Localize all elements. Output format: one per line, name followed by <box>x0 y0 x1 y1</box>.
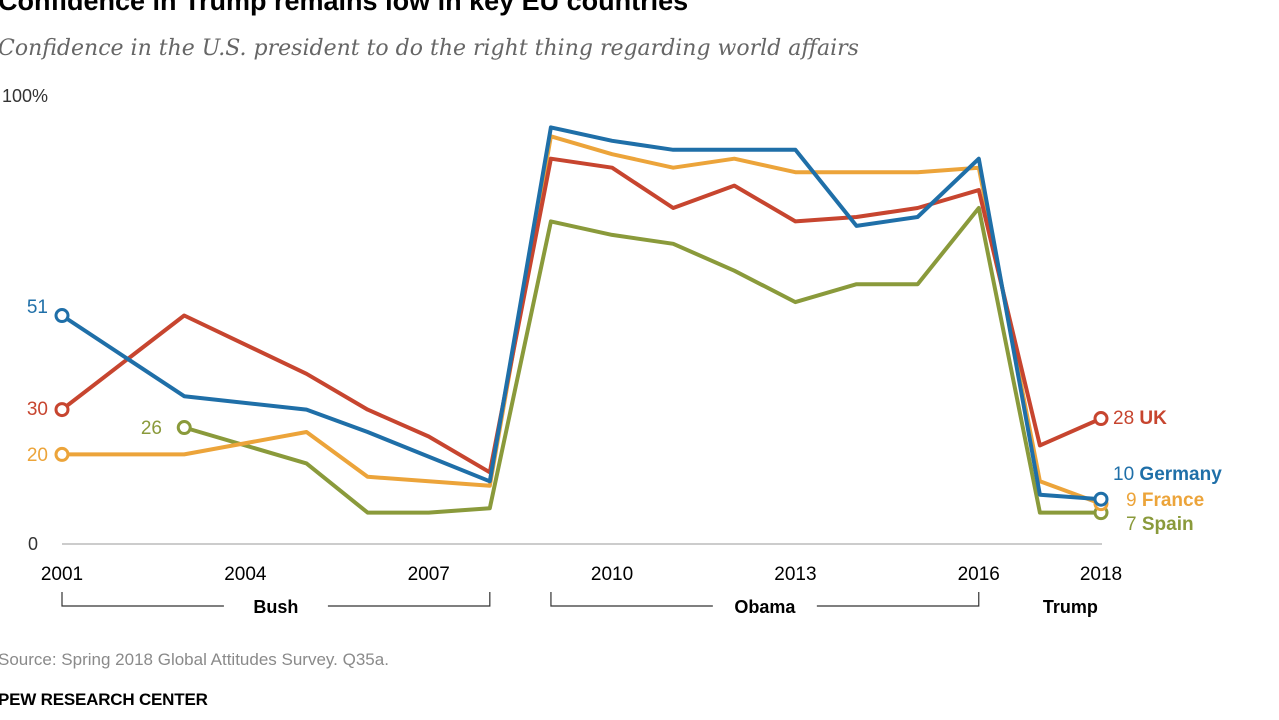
line-chart: 100% 0 2001 2004 2007 2010 2013 2016 2018 Bush O… <box>2 86 1222 617</box>
era-bracket-bush-left <box>61 592 224 607</box>
series-line-uk <box>60 156 1103 475</box>
point-spain-2003 <box>176 420 192 436</box>
series-line-germany <box>60 125 1103 502</box>
era-label-obama: Obama <box>734 597 796 617</box>
point-germany-2018 <box>1093 491 1109 507</box>
era-brackets: Bush Obama Trump <box>61 592 1098 617</box>
chart-title: Confidence in Trump remains low in key E… <box>0 0 689 16</box>
point-uk-2001 <box>54 402 70 418</box>
end-label-spain: 7 Spain <box>1126 514 1194 535</box>
point-uk-2018 <box>1093 411 1109 427</box>
y-tick-label-100: 100% <box>2 86 48 106</box>
organization-credit: PEW RESEARCH CENTER <box>0 690 208 709</box>
x-tick-label-2018: 2018 <box>1080 564 1122 585</box>
point-france-2001 <box>54 446 70 462</box>
era-bracket-bush-right <box>327 592 491 607</box>
series-line-france <box>60 134 1103 506</box>
start-label-germany: 51 <box>27 297 48 318</box>
series-labels: 51 30 20 26 28 UK 10 Germany 9 France 7 Spain <box>27 297 1222 535</box>
series-name-germany: Germany <box>1139 464 1222 485</box>
end-label-uk: 28 UK <box>1113 408 1167 429</box>
era-bracket-obama-right <box>816 592 980 607</box>
era-label-trump: Trump <box>1043 597 1098 617</box>
series-lines <box>54 125 1109 521</box>
x-tick-label-2016: 2016 <box>958 564 1000 585</box>
x-axis-ticks: 2001 2004 2007 2010 2013 2016 2018 <box>41 564 1122 585</box>
era-bracket-obama-left <box>550 592 713 607</box>
x-tick-label-2004: 2004 <box>224 564 267 585</box>
series-name-france: France <box>1142 490 1204 511</box>
era-label-bush: Bush <box>253 597 298 617</box>
x-tick-label-2001: 2001 <box>41 564 83 585</box>
start-label-uk: 30 <box>27 399 48 420</box>
series-line-spain <box>182 206 1103 515</box>
y-tick-label-0: 0 <box>28 534 38 554</box>
y-axis-ticks: 100% 0 <box>2 86 48 554</box>
source-note: Source: Spring 2018 Global Attitudes Sur… <box>0 650 389 669</box>
series-name-uk: UK <box>1139 408 1167 429</box>
start-label-spain: 26 <box>141 418 162 439</box>
start-label-france: 20 <box>27 445 48 466</box>
x-tick-label-2010: 2010 <box>591 564 633 585</box>
chart-subtitle: Confidence in the U.S. president to do t… <box>0 36 859 61</box>
series-name-spain: Spain <box>1142 514 1194 535</box>
x-tick-label-2013: 2013 <box>774 564 816 585</box>
x-tick-label-2007: 2007 <box>408 564 450 585</box>
end-label-germany: 10 Germany <box>1113 464 1222 485</box>
end-label-france: 9 France <box>1126 490 1204 511</box>
point-germany-2001 <box>54 308 70 324</box>
